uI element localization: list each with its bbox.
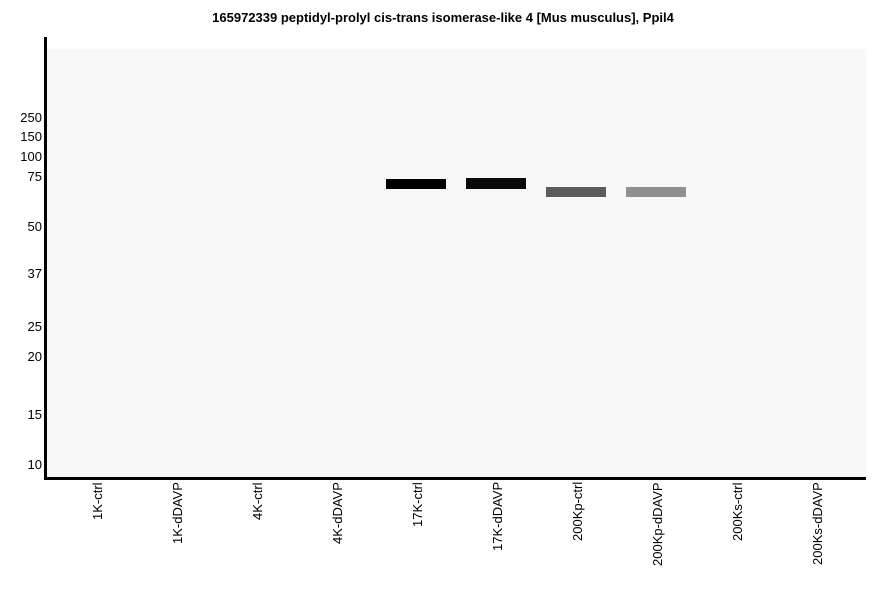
x-tick-label: 200Ks-ctrl — [730, 482, 745, 541]
chart-title: 165972339 peptidyl-prolyl cis-trans isom… — [212, 10, 674, 25]
y-tick-label: 10 — [27, 457, 42, 472]
x-tick-label: 17K-dDAVP — [490, 482, 505, 552]
x-tick-label: 200Kp-dDAVP — [650, 482, 665, 566]
y-tick-label: 25 — [27, 319, 42, 334]
blot-band — [626, 187, 686, 197]
x-tick-label: 4K-dDAVP — [330, 482, 345, 544]
x-tick-label: 200Ks-dDAVP — [810, 482, 825, 565]
y-tick-label: 37 — [27, 266, 42, 281]
blot-band — [546, 187, 606, 197]
plot-area — [47, 49, 866, 477]
y-tick-label: 250 — [20, 110, 42, 125]
y-tick-label: 100 — [20, 149, 42, 164]
y-axis — [44, 37, 47, 480]
y-tick-label: 50 — [27, 219, 42, 234]
y-tick-label: 15 — [27, 407, 42, 422]
x-tick-label: 17K-ctrl — [410, 482, 425, 527]
x-tick-label: 4K-ctrl — [250, 482, 265, 520]
x-tick-label: 1K-ctrl — [90, 482, 105, 520]
blot-band — [466, 178, 526, 189]
blot-band — [386, 179, 446, 189]
y-tick-label: 20 — [27, 349, 42, 364]
x-tick-label: 200Kp-ctrl — [570, 482, 585, 542]
x-axis — [44, 477, 866, 480]
y-tick-label: 150 — [20, 129, 42, 144]
y-tick-label: 75 — [27, 169, 42, 184]
x-tick-label: 1K-dDAVP — [170, 482, 185, 544]
